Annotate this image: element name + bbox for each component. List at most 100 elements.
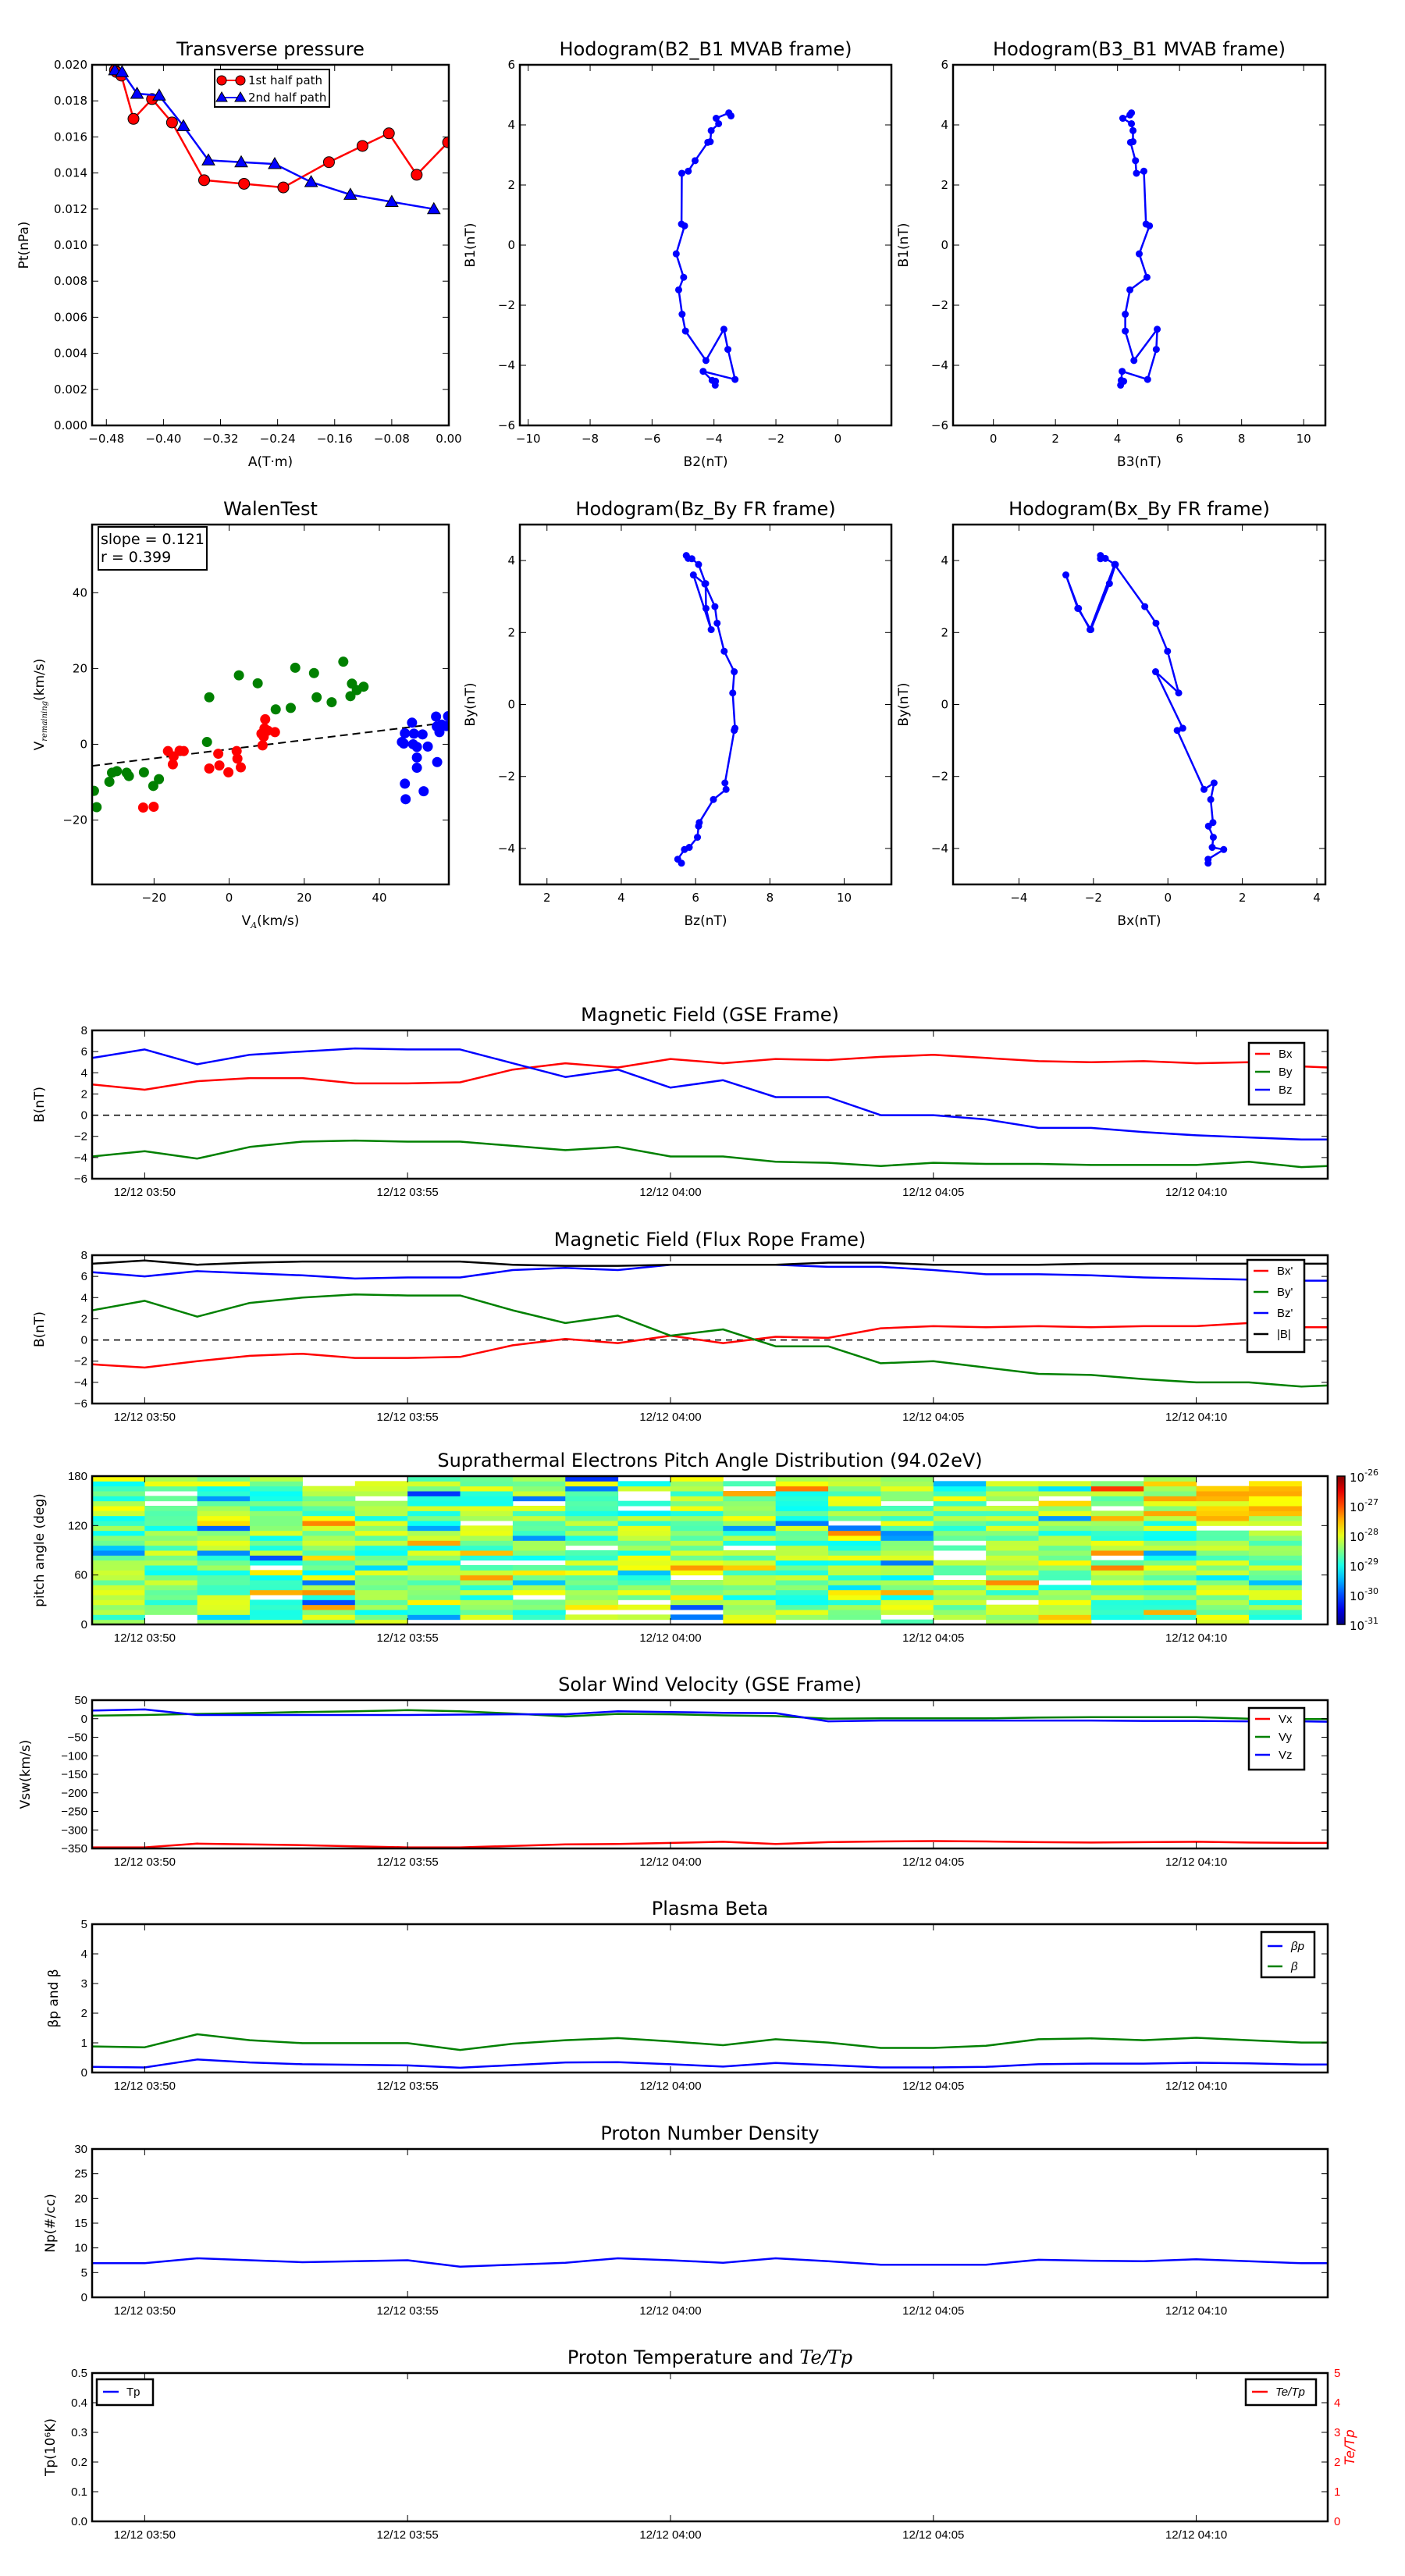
r-label: r = 0.399 — [101, 549, 171, 566]
data-point — [720, 647, 728, 655]
y-tick-label: 5 — [81, 1918, 87, 1931]
data-point — [724, 346, 732, 354]
heatmap-cell — [723, 1585, 777, 1591]
heatmap-cell — [197, 1530, 251, 1536]
y-right-tick-label: 2 — [1334, 2456, 1340, 2469]
heatmap-cell — [460, 1491, 514, 1496]
heatmap-cell — [1196, 1580, 1250, 1585]
heatmap-cell — [670, 1506, 724, 1511]
heatmap-cell — [407, 1580, 461, 1585]
data-point — [411, 763, 422, 774]
heatmap-cell — [617, 1570, 671, 1576]
heatmap-cell — [407, 1545, 461, 1551]
colorbar-tick-label: 10-28 — [1350, 1527, 1378, 1544]
series-line — [114, 69, 435, 211]
data-point — [713, 619, 721, 627]
heatmap-cell — [197, 1574, 251, 1581]
heatmap-cell — [460, 1525, 514, 1532]
heatmap-cell — [828, 1589, 881, 1596]
heatmap-cell — [723, 1550, 777, 1556]
heatmap-cell — [933, 1614, 987, 1621]
heatmap-cell — [354, 1510, 408, 1517]
chart-mag-field-flux-rope: 12/12 03:50 12/12 03:55 12/12 04:00 12/12 0… — [32, 1229, 1329, 1424]
y-tick-label: 0 — [81, 1109, 87, 1123]
data-point — [204, 763, 215, 774]
heatmap-cell — [986, 1604, 1040, 1610]
data-point — [710, 795, 717, 803]
data-point — [138, 767, 149, 777]
y-tick-label: 2 — [941, 625, 948, 639]
heatmap-cell — [197, 1589, 251, 1596]
heatmap-cell — [354, 1610, 408, 1615]
heatmap-cell — [828, 1525, 881, 1532]
y-tick-label: −2 — [74, 1355, 87, 1368]
y-tick-label: 4 — [941, 553, 948, 568]
heatmap-cell — [250, 1481, 303, 1487]
x-tick-label: 12/12 04:00 — [639, 1411, 701, 1424]
data-point — [418, 786, 429, 797]
data-point — [127, 112, 140, 125]
heatmap-cell — [1090, 1610, 1144, 1615]
heatmap-cell — [197, 1614, 251, 1621]
chart-title: Solar Wind Velocity (GSE Frame) — [558, 1674, 862, 1695]
heatmap-cell — [144, 1595, 198, 1600]
heatmap-cell — [302, 1485, 356, 1492]
y-tick-label: 0 — [941, 698, 948, 712]
heatmap-cell — [407, 1585, 461, 1591]
heatmap-cell — [986, 1550, 1040, 1556]
data-point — [443, 711, 449, 722]
data-point — [431, 711, 442, 722]
x-tick-label: 12/12 04:05 — [902, 1856, 964, 1869]
heatmap-cell — [250, 1560, 303, 1566]
data-point — [1087, 626, 1094, 634]
data-point — [201, 737, 212, 748]
y-axis-label: B1(nT) — [463, 223, 478, 268]
data-point — [725, 109, 733, 117]
heatmap-cell — [1144, 1500, 1197, 1507]
heatmap-cell — [723, 1595, 777, 1600]
plot-area — [92, 656, 449, 813]
heatmap-cell — [880, 1496, 934, 1502]
heatmap-cell — [670, 1599, 724, 1606]
y-tick-label: 0.5 — [71, 2367, 87, 2380]
heatmap-cell — [880, 1530, 934, 1536]
heatmap-cell — [407, 1481, 461, 1487]
y-tick-label: −150 — [61, 1768, 87, 1781]
data-point — [721, 779, 729, 787]
plot-frame — [91, 523, 450, 886]
heatmap-cell — [144, 1506, 198, 1511]
y-tick-label: 0 — [507, 238, 515, 252]
series-line-Vz — [92, 1708, 1328, 1723]
data-point — [674, 286, 682, 294]
heatmap-cell — [723, 1496, 777, 1502]
x-tick-label: 12/12 03:50 — [114, 1856, 176, 1869]
heatmap-cell — [1038, 1515, 1092, 1521]
heatmap-cell — [460, 1574, 514, 1581]
x-axis-label: VA(km/s) — [242, 913, 300, 930]
data-point — [681, 845, 688, 853]
x-axis-label-unit: (km/s) — [257, 913, 299, 929]
heatmap-cell — [670, 1545, 724, 1551]
heatmap-cell — [407, 1540, 461, 1546]
data-point — [1175, 689, 1183, 697]
heatmap-cell — [1196, 1555, 1250, 1561]
heatmap-cell — [407, 1610, 461, 1615]
x-tick-label: 12/12 04:05 — [902, 2080, 964, 2093]
heatmap-cell — [1090, 1599, 1144, 1606]
heatmap-cell — [617, 1560, 671, 1566]
colorbar-bar — [1336, 1475, 1346, 1625]
legend-left: Tp — [95, 2378, 155, 2407]
heatmap-cell — [512, 1506, 566, 1511]
heatmap-cell — [460, 1515, 514, 1521]
heatmap-cell — [933, 1515, 987, 1521]
heatmap-cell — [460, 1614, 514, 1621]
heatmap-cell — [92, 1481, 145, 1487]
y-tick-label: 2 — [81, 1312, 87, 1325]
heatmap-cell — [197, 1491, 251, 1496]
data-point — [681, 222, 688, 229]
y-tick-label: 4 — [507, 118, 515, 132]
data-point — [411, 169, 423, 181]
legend-marker — [234, 91, 247, 102]
heatmap-cell — [144, 1589, 198, 1596]
plot-area — [108, 65, 449, 215]
